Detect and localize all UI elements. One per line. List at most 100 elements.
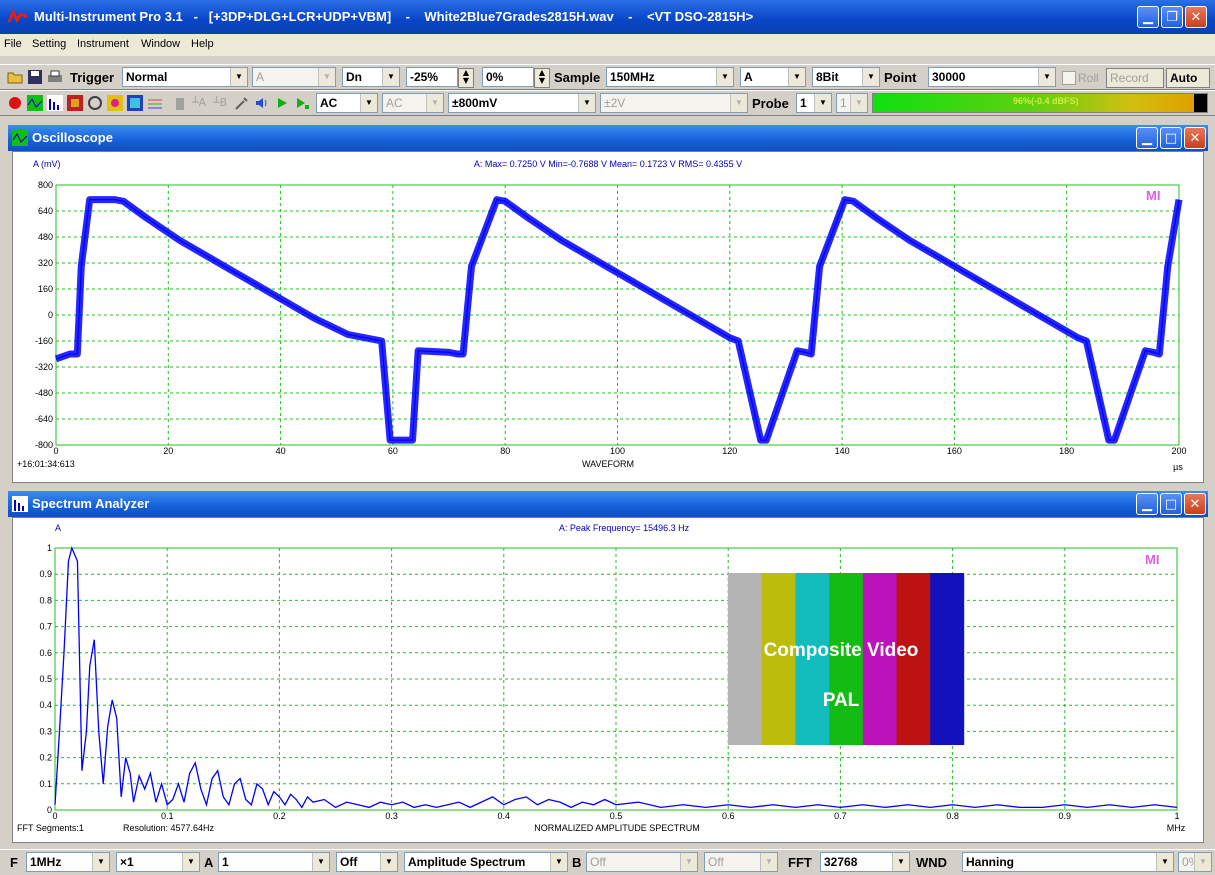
- play-icon[interactable]: [274, 95, 290, 111]
- osc-y-tick-label: 640: [38, 206, 53, 216]
- osc-x-tick-label: 20: [163, 446, 173, 456]
- zoom-select[interactable]: ×1 ▼: [116, 852, 200, 872]
- data-logger-icon[interactable]: [127, 95, 143, 111]
- tools-icon[interactable]: [234, 95, 250, 111]
- spectrogram-icon[interactable]: [67, 95, 83, 111]
- roll-checkbox[interactable]: [1062, 71, 1076, 85]
- spec-x-tick-label: 0.7: [834, 811, 847, 821]
- save-disk-icon[interactable]: [27, 69, 43, 85]
- osc-x-tick-label: 160: [947, 446, 962, 456]
- oscilloscope-maximize-button[interactable]: □: [1160, 127, 1182, 149]
- range-a-select[interactable]: ±800mV ▼: [448, 93, 596, 113]
- spectrum-plot[interactable]: A A: Peak Frequency= 15496.3 Hz MI Compo…: [13, 518, 1203, 842]
- osc-x-tick-label: 140: [835, 446, 850, 456]
- a-label: A: [204, 855, 214, 870]
- points-select[interactable]: 30000 ▼: [928, 67, 1056, 87]
- trigger-level-spinner[interactable]: ▲ ▼: [534, 68, 550, 88]
- color-map-icon[interactable]: [107, 95, 123, 111]
- speaker-icon[interactable]: [254, 95, 270, 111]
- menu-help[interactable]: Help: [191, 38, 214, 50]
- spec-xlabel: NORMALIZED AMPLITUDE SPECTRUM: [534, 823, 700, 833]
- menu-setting[interactable]: Setting: [32, 38, 67, 50]
- spectrum-mode-select[interactable]: Amplitude Spectrum ▼: [404, 852, 568, 872]
- minimize-button[interactable]: ▁: [1137, 6, 1159, 28]
- probe-a-select[interactable]: 1 ▼: [796, 93, 832, 113]
- fft-size-select[interactable]: 32768 ▼: [820, 852, 910, 872]
- toolbar-trigger: Trigger Normal ▼ A ▼ Dn ▼ -25% ▲ ▼ 0% ▲ ▼ Sam…: [0, 64, 1215, 90]
- fft-label: FFT: [788, 855, 812, 870]
- osc-y-tick-label: -480: [35, 388, 53, 398]
- f-label: F: [10, 855, 18, 870]
- window-title: Multi-Instrument Pro 3.1 - [+3DP+DLG+LCR…: [34, 9, 754, 24]
- b-value-select[interactable]: Off ▼: [586, 852, 698, 872]
- spec-y-tick-label: 0.1: [39, 779, 52, 789]
- spectrum-icon[interactable]: [47, 95, 63, 111]
- range-b-select[interactable]: ±2V ▼: [600, 93, 748, 113]
- trigger-channel-select[interactable]: A ▼: [252, 67, 336, 87]
- overlap-select[interactable]: 0% ▼: [1178, 852, 1212, 872]
- app-logo-icon: [8, 8, 28, 23]
- phase-plot-icon[interactable]: [87, 95, 103, 111]
- a-value-select[interactable]: 1 ▼: [218, 852, 330, 872]
- trigger-position-field[interactable]: -25%: [406, 67, 458, 87]
- multi-trace-icon[interactable]: [147, 95, 163, 111]
- spec-peak: A: Peak Frequency= 15496.3 Hz: [559, 523, 690, 533]
- oscilloscope-title-bar: Oscilloscope ▁ □ ✕: [8, 125, 1208, 151]
- trigger-mode-select[interactable]: Normal ▼: [122, 67, 248, 87]
- a-off-select[interactable]: Off ▼: [336, 852, 398, 872]
- osc-y-tick-label: 800: [38, 180, 53, 190]
- chevron-down-icon: ▼: [1038, 68, 1055, 86]
- b-off-select[interactable]: Off ▼: [704, 852, 778, 872]
- b-label: B: [572, 855, 582, 870]
- play-once-icon[interactable]: [294, 95, 310, 111]
- close-button[interactable]: ✕: [1185, 6, 1207, 28]
- spec-y-tick-label: 0.9: [39, 569, 52, 579]
- maximize-button[interactable]: ❐: [1161, 6, 1183, 28]
- overlay-pal: PAL: [823, 690, 860, 711]
- osc-plot-border: [55, 184, 1180, 446]
- spectrum-maximize-button[interactable]: □: [1160, 493, 1182, 515]
- print-icon[interactable]: [47, 69, 63, 85]
- spec-series-line: [54, 545, 1178, 809]
- trigger-level-field[interactable]: 0%: [482, 67, 534, 87]
- spec-y-tick-label: 0.4: [39, 700, 52, 710]
- trigger-position-spinner[interactable]: ▲ ▼: [458, 68, 474, 88]
- osc-y-tick-label: 320: [38, 258, 53, 268]
- spec-y-tick-label: 0.3: [39, 726, 52, 736]
- coupling-b-select[interactable]: AC ▼: [382, 93, 444, 113]
- spectrum-minimize-button[interactable]: ▁: [1136, 493, 1158, 515]
- sample-rate-select[interactable]: 150MHz ▼: [606, 67, 734, 87]
- spec-xunit: MHz: [1167, 823, 1186, 833]
- oscilloscope-minimize-button[interactable]: ▁: [1136, 127, 1158, 149]
- spec-x-tick-label: 0.9: [1059, 811, 1072, 821]
- freq-range-select[interactable]: 1MHz ▼: [26, 852, 110, 872]
- record-dot-icon[interactable]: [7, 95, 23, 111]
- spectrum-panel: A A: Peak Frequency= 15496.3 Hz MI Compo…: [12, 517, 1204, 843]
- chevron-down-icon: ▼: [550, 853, 567, 871]
- osc-x-tick-label: 60: [388, 446, 398, 456]
- auto-button[interactable]: Auto: [1166, 68, 1210, 88]
- window-function-select[interactable]: Hanning ▼: [962, 852, 1174, 872]
- sample-label: Sample: [554, 70, 601, 85]
- bits-select[interactable]: 8Bit ▼: [812, 67, 880, 87]
- open-folder-icon[interactable]: [7, 69, 23, 85]
- spectrum-close-button[interactable]: ✕: [1184, 493, 1206, 515]
- trigger-slope-select[interactable]: Dn ▼: [342, 67, 400, 87]
- coupling-a-select[interactable]: AC ▼: [316, 93, 378, 113]
- probe-b-select[interactable]: 1 ▼: [836, 93, 868, 113]
- oscilloscope-icon[interactable]: [27, 95, 43, 111]
- oscilloscope-close-button[interactable]: ✕: [1184, 127, 1206, 149]
- osc-x-tick-label: 200: [1171, 446, 1186, 456]
- oscilloscope-plot[interactable]: A (mV) A: Max= 0.7250 V Min=-0.7688 V Me…: [13, 152, 1203, 482]
- menu-instrument[interactable]: Instrument: [77, 38, 129, 50]
- title-bar: Multi-Instrument Pro 3.1 - [+3DP+DLG+LCR…: [0, 0, 1215, 34]
- record-button[interactable]: Record: [1106, 68, 1164, 88]
- maximize-icon: □: [1164, 496, 1178, 512]
- menu-file[interactable]: File: [4, 38, 22, 50]
- menu-window[interactable]: Window: [141, 38, 181, 50]
- spec-plot-border: [54, 547, 1178, 811]
- sample-channel-select[interactable]: A ▼: [740, 67, 806, 87]
- wnd-label: WND: [916, 855, 948, 870]
- overlay-composite-video: Composite Video: [764, 640, 919, 661]
- osc-x-tick-label: 180: [1059, 446, 1074, 456]
